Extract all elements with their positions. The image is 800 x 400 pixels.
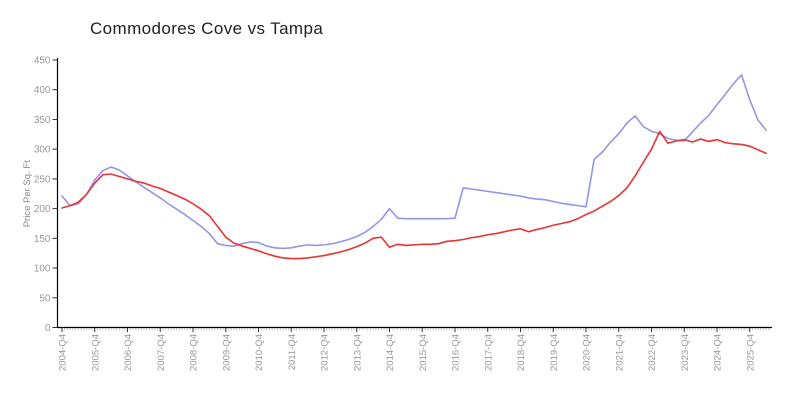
chart-title: Commodores Cove vs Tampa — [90, 19, 324, 38]
x-tick-label: 2016-Q4 — [451, 334, 462, 371]
x-tick-label: 2019-Q4 — [549, 334, 560, 371]
x-tick-label: 2006-Q4 — [123, 334, 134, 371]
x-tick-label: 2020-Q4 — [582, 334, 593, 371]
x-tick-label: 2021-Q4 — [614, 334, 625, 371]
y-tick-label: 50 — [39, 293, 51, 304]
series-tampa-line — [61, 130, 767, 260]
x-tick-label: 2011-Q4 — [287, 334, 298, 370]
y-tick-label: 200 — [34, 204, 51, 215]
x-tick-label: 2014-Q4 — [385, 334, 396, 371]
x-tick-label: 2018-Q4 — [516, 334, 527, 371]
x-tick-label: 2008-Q4 — [189, 334, 200, 371]
x-tick-label: 2023-Q4 — [680, 334, 691, 371]
x-tick-label: 2022-Q4 — [647, 334, 658, 371]
y-tick-label: 250 — [34, 174, 51, 185]
x-tick-label: 2004-Q4 — [58, 334, 69, 371]
y-tick-label: 100 — [34, 264, 51, 275]
x-tick-label: 2013-Q4 — [352, 334, 363, 371]
x-tick-label: 2012-Q4 — [320, 334, 331, 371]
x-tick-label: 2007-Q4 — [156, 334, 167, 371]
y-tick-label: 150 — [34, 234, 51, 245]
y-tick-label: 0 — [45, 323, 51, 334]
x-tick-label: 2017-Q4 — [483, 334, 494, 371]
y-tick-label: 400 — [34, 85, 51, 96]
x-tick-label: 2010-Q4 — [254, 334, 265, 371]
x-tick-label: 2024-Q4 — [713, 334, 724, 371]
y-tick-label: 450 — [34, 56, 51, 67]
y-axis-title: Price Per Sq. Ft — [22, 160, 33, 227]
x-tick-label: 2025-Q4 — [745, 334, 756, 371]
y-tick-label: 300 — [34, 145, 51, 156]
series-commodores-cove-line — [61, 74, 767, 250]
y-tick-label: 350 — [34, 115, 51, 126]
x-tick-label: 2009-Q4 — [221, 334, 232, 371]
x-tick-label: 2005-Q4 — [90, 334, 101, 371]
x-tick-label: 2015-Q4 — [418, 334, 429, 371]
